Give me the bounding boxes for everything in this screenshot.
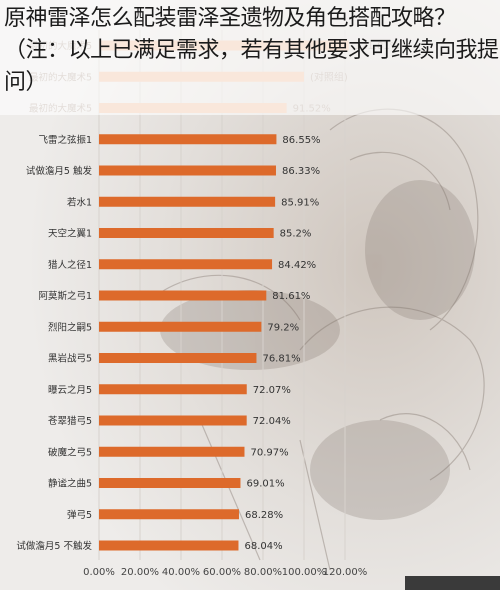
bar [99, 134, 277, 145]
bar [99, 509, 239, 520]
value-label: 86.55% [282, 135, 320, 146]
value-label: 84.42% [278, 260, 316, 271]
bar [99, 446, 245, 457]
category-label: 猎人之径1 [48, 259, 92, 271]
bar [99, 259, 273, 270]
category-label: 飞雷之弦振1 [38, 134, 92, 146]
category-label: 破魔之弓5 [48, 446, 92, 458]
category-label: 试做澹月5 触发 [26, 165, 93, 177]
page-title: 原神雷泽怎么配装雷泽圣遗物及角色搭配攻略？（注：以上已满足需求，若有其他要求可继… [4, 6, 499, 95]
value-label: 68.04% [244, 541, 282, 552]
value-label: 76.81% [262, 354, 300, 365]
value-label: 72.07% [253, 385, 291, 396]
value-label: 85.91% [281, 197, 319, 208]
value-label: 72.04% [253, 416, 291, 427]
bar [99, 353, 257, 363]
bar [99, 165, 276, 176]
category-label: 黑岩战弓5 [48, 353, 92, 365]
bar [99, 540, 239, 551]
category-label: 苍翠猎弓5 [48, 415, 92, 427]
x-axis-ticks: 0.00% 20.00% 40.00% 60.00% 80.00% 100.00%120.… [83, 567, 367, 578]
bar [99, 290, 267, 301]
value-label: 81.61% [272, 291, 310, 302]
bar [99, 415, 247, 426]
bar [99, 384, 247, 395]
category-label: 曝云之月5 [48, 384, 92, 396]
value-label: 86.33% [282, 166, 320, 177]
category-label: 烈阳之嗣5 [48, 321, 92, 333]
category-labels: 最初的大魔术5最初的大魔术5最初的大魔术5飞雷之弦振1试做澹月5 触发若水1天空… [16, 40, 92, 552]
category-label: 天空之翼1 [48, 228, 92, 240]
corner-watermark-strip [405, 576, 500, 590]
category-label: 静谧之曲5 [48, 478, 92, 490]
category-label: 弹弓5 [67, 509, 92, 521]
x-tick-label: 100.00% [282, 567, 327, 578]
category-label: 若水1 [67, 196, 92, 208]
x-tick-label: 0.00% [83, 567, 115, 578]
bar [99, 478, 241, 488]
category-label: 试做澹月5 不触发 [16, 540, 92, 552]
bar [99, 196, 276, 207]
bar [99, 228, 274, 238]
title-banner [0, 0, 500, 115]
category-label: 阿莫斯之弓1 [38, 290, 92, 302]
value-label: 69.01% [246, 479, 284, 490]
value-label: 70.97% [250, 447, 288, 458]
value-label: 85.2% [280, 229, 312, 240]
x-tick-label: 80.00% [244, 567, 282, 578]
bar [99, 321, 262, 332]
x-tick-label: 20.00% [121, 567, 159, 578]
value-label: 68.28% [245, 510, 283, 521]
value-labels: 121.81%(对照组)91.52%86.55%86.33%85.91%85.2… [244, 41, 399, 552]
x-tick-label: 40.00% [162, 567, 200, 578]
x-tick-label: 120.00% [323, 567, 368, 578]
value-label: 79.2% [267, 322, 299, 333]
x-tick-label: 60.00% [203, 567, 241, 578]
bars [99, 40, 349, 551]
